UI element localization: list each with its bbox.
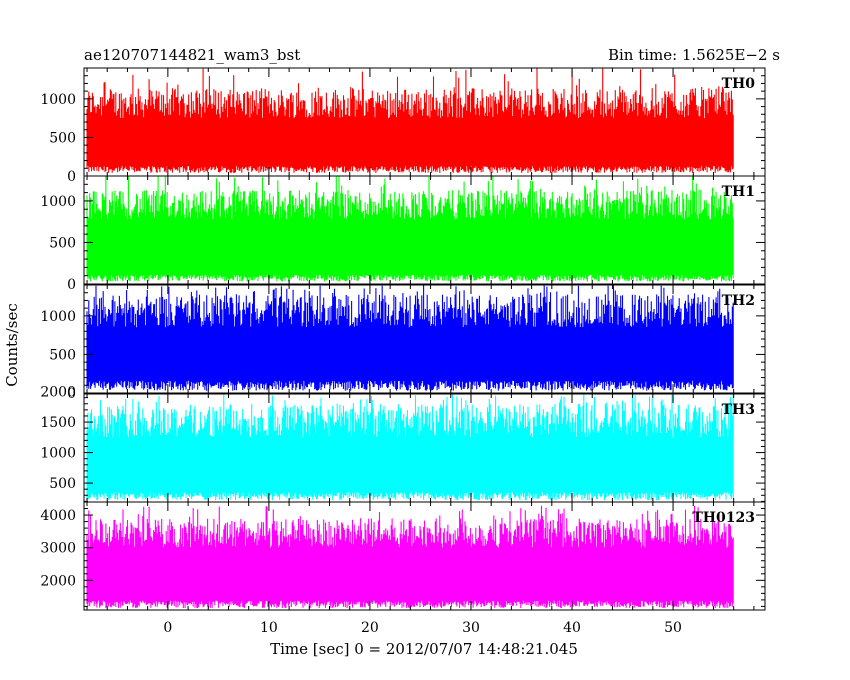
y-axis-label: Counts/sec [3, 303, 21, 387]
series-th1 [86, 176, 734, 282]
x-tick-label: 30 [462, 620, 480, 636]
y-tick-label: 1500 [40, 415, 76, 431]
panel-frame [83, 501, 766, 611]
y-tick-label: 500 [49, 476, 76, 492]
y-tick-label: 2000 [40, 573, 76, 589]
series-th0123 [86, 505, 734, 608]
y-tick-label: 0 [67, 277, 76, 293]
panel-th0: 0 500 1000 TH0 [40, 67, 766, 185]
x-axis-label: Time [sec] 0 = 2012/07/07 14:48:21.045 [270, 640, 578, 658]
y-tick-label: 2000 [40, 385, 76, 401]
series-label: TH0123 [692, 510, 755, 526]
panel-th0123: 2000 3000 4000 TH0123 [40, 501, 766, 611]
x-tick-label: 10 [260, 620, 278, 636]
y-tick-label: 0 [67, 169, 76, 185]
x-tick-label: 0 [163, 620, 172, 636]
series-th0 [86, 68, 734, 173]
x-tick-label: 40 [563, 620, 581, 636]
series-label: TH0 [722, 76, 756, 92]
y-tick-label: 500 [49, 130, 76, 146]
series-label: TH1 [722, 184, 755, 200]
y-tick-label: 1000 [40, 194, 76, 210]
panels-group: 05001000TH005001000TH105001000TH25001000… [40, 67, 766, 636]
y-tick-label: 500 [49, 347, 76, 363]
y-tick-label: 3000 [40, 541, 76, 557]
series-th2 [86, 285, 734, 391]
chart-title-left: ae120707144821_wam3_bst [84, 46, 300, 64]
series-label: TH3 [722, 402, 755, 418]
panel-th3: 500 1000 1500 2000 TH3 [40, 385, 766, 503]
y-tick-label: 500 [49, 235, 76, 251]
series-label: TH2 [722, 293, 755, 309]
panel-frame [83, 175, 766, 285]
x-tick-label: 20 [361, 620, 379, 636]
panel-th2: 0 500 1000 TH2 [40, 284, 766, 402]
y-tick-label: 1000 [40, 92, 76, 108]
y-tick-label: 1000 [40, 309, 76, 325]
y-tick-label: 0 [67, 386, 76, 402]
y-tick-label: 1000 [40, 446, 76, 462]
panel-th1: 0 500 1000 TH1 [40, 175, 766, 293]
chart-title-right: Bin time: 1.5625E−2 s [608, 46, 780, 64]
x-tick-label: 50 [664, 620, 682, 636]
y-tick-label: 4000 [40, 508, 76, 524]
series-th3 [86, 394, 734, 501]
